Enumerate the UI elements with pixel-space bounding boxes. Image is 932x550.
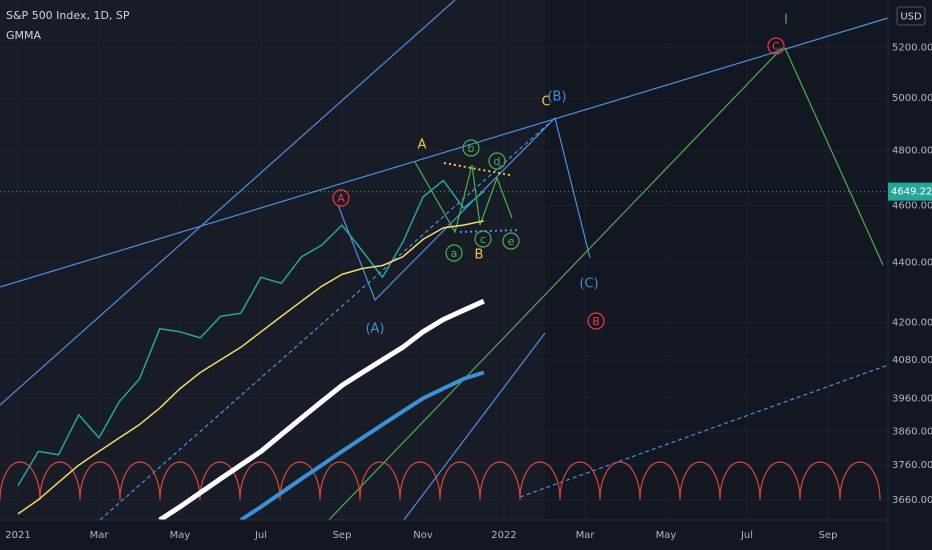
wave-label: (A) xyxy=(365,322,384,337)
last-price-box xyxy=(888,182,932,201)
x-tick-label: Mar xyxy=(576,530,596,541)
channel-line xyxy=(519,364,889,498)
series-line xyxy=(17,220,484,515)
wave-label: (B) xyxy=(547,90,566,105)
wave-label: d xyxy=(494,155,501,168)
trend-line xyxy=(0,17,889,288)
y-tick-label: 3960.00 xyxy=(892,393,932,404)
indicator-name: GMMA xyxy=(6,29,42,42)
annotation-circle xyxy=(474,230,492,248)
wave-label: c xyxy=(480,233,486,246)
level-line xyxy=(443,162,511,176)
channel-line xyxy=(99,117,556,521)
wave-label: A xyxy=(418,138,427,153)
y-tick-label: 4080.00 xyxy=(892,355,932,366)
x-tick-label: Jul xyxy=(254,530,267,541)
y-tick-label: 4200.00 xyxy=(892,318,932,329)
y-tick-label: 5200.00 xyxy=(892,42,932,53)
x-tick-label: 2022 xyxy=(491,530,516,541)
axes: 3660.00 3760.00 3860.00 3960.00 4080.00 4200.… xyxy=(5,42,932,541)
currency[interactable]: USD xyxy=(900,12,922,23)
y-tick-label: 3760.00 xyxy=(892,460,932,471)
wave-label: B xyxy=(592,315,600,328)
y-tick-label: 4800.00 xyxy=(892,146,932,157)
drawings xyxy=(0,0,889,550)
wave-label: C xyxy=(772,40,780,53)
x-tick-label: Mar xyxy=(90,530,110,541)
annotation-circle xyxy=(462,139,480,157)
wave-label: b xyxy=(468,142,475,155)
channel-line xyxy=(299,47,783,550)
x-tick-label: May xyxy=(656,530,677,541)
annotation-circle xyxy=(767,37,785,55)
series-line xyxy=(158,298,485,523)
forecast-line xyxy=(784,47,884,266)
wave-label: a xyxy=(451,247,458,260)
annotation-circle xyxy=(445,244,463,262)
annotation-circle xyxy=(332,189,350,207)
x-tick-label: 2021 xyxy=(5,530,30,541)
wave-line xyxy=(414,161,513,234)
price-axis xyxy=(888,0,932,550)
chart-title: S&P 500 Index, 1D, SP xyxy=(6,9,130,22)
y-tick-label: 4600.00 xyxy=(892,200,932,211)
wave-line xyxy=(337,116,591,302)
x-tick-label: May xyxy=(170,530,191,541)
currency-box[interactable] xyxy=(896,6,926,26)
annotation-circle xyxy=(587,312,605,330)
cycle-arcs xyxy=(0,461,881,501)
level-line xyxy=(459,229,521,233)
annotation-circle xyxy=(502,232,520,250)
time-axis xyxy=(0,520,888,550)
wave-label: B xyxy=(475,248,484,263)
wave-label: e xyxy=(508,235,515,248)
wave-label: I xyxy=(784,13,788,28)
y-tick-label: 4400.00 xyxy=(892,258,932,269)
x-tick-label: Sep xyxy=(333,530,352,541)
wave-label: C xyxy=(541,95,550,110)
last-price-label: 4649.22 xyxy=(891,187,932,198)
x-tick-label: Nov xyxy=(413,530,433,541)
y-tick-label: 3860.00 xyxy=(892,426,932,437)
series-line xyxy=(239,370,485,522)
x-tick-label: Sep xyxy=(819,530,838,541)
annotation-circle xyxy=(488,152,506,170)
wave-label: (C) xyxy=(579,277,598,292)
y-tick-label: 3660.00 xyxy=(892,495,932,506)
wave-label: A xyxy=(337,192,345,205)
x-tick-label: Jul xyxy=(740,530,753,541)
channel-line xyxy=(384,332,546,546)
channel-line xyxy=(0,0,456,406)
series-line xyxy=(17,179,485,487)
y-tick-label: 5000.00 xyxy=(892,93,932,104)
